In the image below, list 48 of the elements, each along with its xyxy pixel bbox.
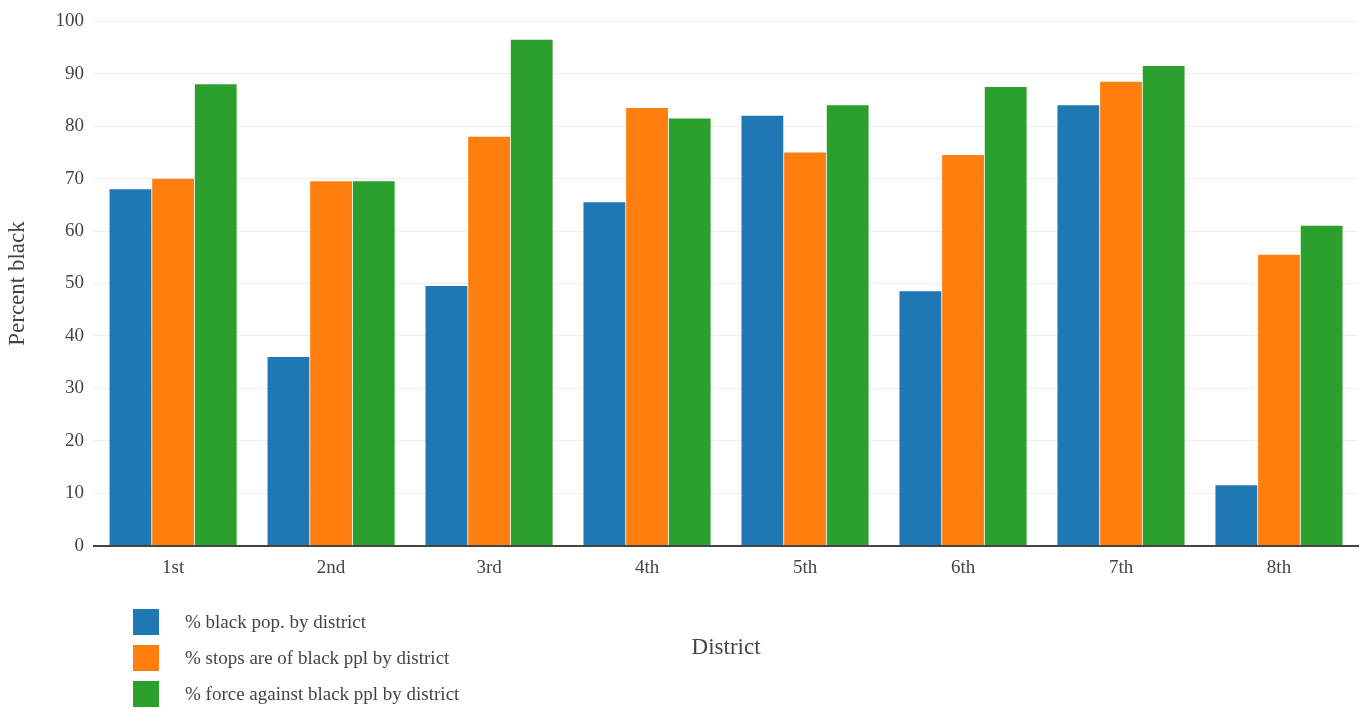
bar xyxy=(668,118,711,546)
bar xyxy=(626,107,668,546)
x-tick-label: 8th xyxy=(1266,555,1292,577)
bar xyxy=(1142,65,1185,546)
bar xyxy=(1100,81,1142,546)
y-tick-label: 50 xyxy=(65,271,85,293)
bar xyxy=(1215,485,1258,546)
x-tick-label: 2nd xyxy=(316,555,346,577)
x-tick-label: 3rd xyxy=(476,555,503,577)
legend-label: % black pop. by district xyxy=(185,611,366,633)
y-tick-label: 40 xyxy=(65,323,85,345)
y-tick-label: 90 xyxy=(65,61,85,83)
bar xyxy=(899,291,942,546)
bar xyxy=(826,105,869,546)
bar xyxy=(1057,105,1100,546)
y-tick-label: 30 xyxy=(65,376,85,398)
bar xyxy=(352,181,395,546)
y-tick-label: 60 xyxy=(65,219,85,241)
bar xyxy=(310,181,352,546)
legend-label: % stops are of black ppl by district xyxy=(185,647,450,669)
bar xyxy=(510,39,553,546)
x-tick-label: 6th xyxy=(950,555,976,577)
bar xyxy=(984,86,1027,546)
bar xyxy=(152,178,194,546)
x-tick-label: 4th xyxy=(634,555,660,577)
y-tick-label: 80 xyxy=(65,114,85,136)
y-tick-label: 10 xyxy=(65,481,85,503)
bar xyxy=(194,84,237,546)
bar xyxy=(109,189,152,546)
bar xyxy=(468,136,510,546)
bar xyxy=(425,286,468,546)
x-axis-title: District xyxy=(691,634,762,660)
legend-label: % force against black ppl by district xyxy=(185,683,460,705)
y-tick-label: 0 xyxy=(74,533,85,555)
y-tick-label: 20 xyxy=(65,428,85,450)
x-tick-label: 7th xyxy=(1108,555,1134,577)
bar xyxy=(583,202,626,546)
x-tick-label: 5th xyxy=(792,555,818,577)
bar xyxy=(942,155,984,546)
bar xyxy=(267,356,310,546)
x-tick-label: 1st xyxy=(162,555,185,577)
y-tick-label: 100 xyxy=(55,9,85,31)
bar xyxy=(1300,225,1343,546)
y-axis-title: Percent black xyxy=(3,220,29,346)
bar xyxy=(784,152,826,546)
bar xyxy=(1258,254,1300,546)
bar xyxy=(741,115,784,546)
y-tick-label: 70 xyxy=(65,166,85,188)
